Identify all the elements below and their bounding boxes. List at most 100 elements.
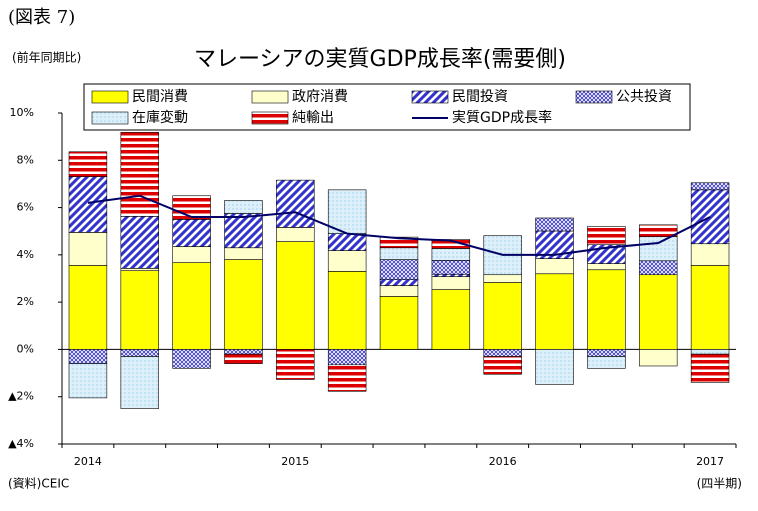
bar-segment (379, 285, 419, 297)
legend-label: 民間投資 (452, 89, 508, 105)
bar-segment (120, 216, 159, 269)
bar-segment (120, 132, 159, 217)
bar-segment (327, 349, 367, 366)
bar-segment (431, 276, 471, 290)
bar-segment (535, 349, 574, 385)
bar-segment (690, 353, 730, 383)
bar-segment (327, 250, 367, 272)
y-tick-label: 6% (17, 201, 34, 214)
legend-label: 純輸出 (292, 110, 334, 126)
bar-segment (431, 248, 471, 261)
bar-segment (690, 243, 730, 266)
bar-segment (68, 349, 108, 364)
legend-swatch (251, 111, 289, 125)
bar-segment (276, 227, 315, 242)
chart-title: マレーシアの実質GDP成長率(需要側) (194, 47, 566, 72)
bar-segment (431, 289, 471, 350)
bar-segment (120, 268, 159, 271)
bar-segment (535, 273, 574, 350)
bar-segment (690, 265, 730, 350)
bar-segment (224, 247, 263, 260)
legend-label: 実質GDP成長率 (452, 109, 552, 126)
legend-label: 民間消費 (132, 89, 188, 105)
legend-label: 在庫変動 (132, 109, 188, 126)
x-tick-label: 2017 (696, 455, 724, 468)
y-tick-label: 8% (17, 153, 34, 166)
source: (資料)CEIC (8, 477, 69, 491)
bar-segment (224, 349, 263, 355)
bar-segment (172, 195, 211, 220)
y-axis-label: (前年同期比) (12, 50, 81, 65)
bar-segment (327, 189, 367, 234)
bar-segment (379, 296, 419, 350)
gdp-line (87, 194, 711, 256)
bar-segment (483, 274, 522, 283)
x-tick-label: 2016 (489, 455, 517, 468)
legend-swatch (251, 90, 289, 104)
bar-segment (172, 246, 211, 263)
bar-segment (120, 270, 159, 350)
bar-segment (327, 364, 367, 392)
bar-segment (68, 363, 108, 399)
bar-segment (431, 273, 471, 277)
y-tick-label: 10% (10, 106, 34, 119)
figure-label: (図表 7) (8, 7, 75, 28)
legend-swatch (91, 90, 129, 104)
bar-segment (68, 265, 108, 350)
bar-segment (587, 349, 626, 357)
bar-segment (327, 271, 367, 350)
bar-segment (639, 236, 678, 262)
bar-segment (535, 217, 574, 232)
bar-segment (483, 349, 522, 357)
bar-segment (224, 213, 263, 249)
y-tick-label: 4% (17, 248, 34, 261)
bar-segment (120, 349, 159, 357)
bar-segment (276, 179, 315, 228)
bar-segment (120, 356, 159, 409)
legend-swatch (575, 90, 613, 104)
bar-segment (68, 176, 108, 233)
bar-segment (587, 356, 626, 369)
bar-segment (379, 247, 419, 260)
bar-segment (224, 353, 263, 364)
bar-segment (379, 279, 419, 286)
bar-segment (224, 200, 263, 214)
bar-segment (483, 282, 522, 350)
bar-segment (690, 189, 730, 245)
bar-segment (690, 182, 730, 191)
x-axis-label: (四半期) (697, 477, 742, 491)
bar-segment (431, 259, 471, 275)
legend-swatch (411, 90, 449, 104)
legend-swatch (91, 111, 129, 125)
bar-segment (172, 349, 211, 369)
y-tick-label: 0% (17, 342, 34, 355)
legend-label: 公共投資 (616, 89, 672, 105)
bar-segment (379, 236, 419, 249)
y-tick-label: ▲4% (8, 437, 34, 450)
bar-segment (68, 151, 108, 177)
bar-segment (639, 349, 678, 367)
bar-segment (535, 258, 574, 275)
bar-segment (379, 259, 419, 280)
bar-segment (483, 356, 522, 375)
legend-label: 政府消費 (292, 89, 348, 105)
y-tick-label: ▲2% (8, 390, 34, 403)
bar-segment (172, 262, 211, 350)
bar-segment (327, 233, 367, 251)
bar-segment (68, 232, 108, 266)
x-tick-label: 2014 (74, 455, 102, 468)
bar-segment (224, 259, 263, 350)
bar-segment (587, 269, 626, 350)
bar-segment (639, 274, 678, 350)
bar-segment (431, 239, 471, 249)
bar-segment (172, 219, 211, 247)
bar-segment (276, 241, 315, 350)
bar-segment (276, 349, 315, 380)
y-tick-label: 2% (17, 295, 34, 308)
bar-segment (690, 349, 730, 355)
bar-segment (639, 260, 678, 276)
bar-segment (587, 226, 626, 245)
x-tick-label: 2015 (281, 455, 309, 468)
bar-segment (587, 263, 626, 271)
